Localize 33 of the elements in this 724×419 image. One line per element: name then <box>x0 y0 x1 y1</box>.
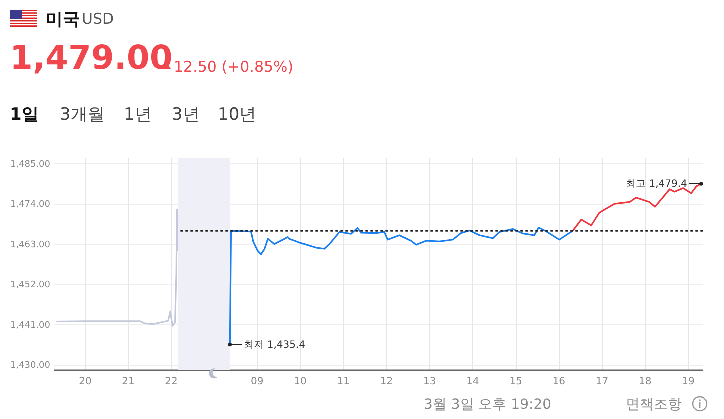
x-tick-label: 17 <box>596 376 609 388</box>
text: 3개월 <box>60 104 105 126</box>
text: 3월 3일 오후 19:20 <box>424 396 552 414</box>
text: 3년 <box>172 104 200 126</box>
x-tick-label: 11 <box>338 376 350 388</box>
x-tick-label: 13 <box>424 376 437 388</box>
x-tick-label: 14 <box>466 376 480 388</box>
text: 1,479.00 <box>10 38 173 77</box>
y-tick-label: 1,485.00 <box>10 160 51 170</box>
chart-subtitle: USD <box>82 10 114 28</box>
text: 1일 <box>10 104 39 126</box>
text: 면책조항 <box>626 396 682 414</box>
x-tick-label: 15 <box>510 376 523 388</box>
x-tick-label: 12 <box>380 376 394 388</box>
y-tick-label: 1,474.00 <box>10 200 51 210</box>
x-tick-label: 22 <box>165 376 178 388</box>
x-tick-label: 16 <box>553 376 566 388</box>
chart-title: 미국 <box>46 9 80 31</box>
x-tick-label: 09 <box>251 376 264 388</box>
text: 1년 <box>124 104 152 126</box>
annotation: 최고 1,479.4 <box>626 178 688 190</box>
text: 10년 <box>218 104 257 126</box>
text: 12.50 (+0.85%) <box>174 58 294 76</box>
annotation: 최저 1,435.4 <box>244 340 306 351</box>
x-tick-label: 18 <box>639 376 652 388</box>
y-tick-label: 1,441.00 <box>10 320 51 331</box>
x-tick-label: 20 <box>79 376 92 388</box>
y-tick-label: 1,463.00 <box>10 240 51 250</box>
x-tick-label: 21 <box>122 376 135 388</box>
x-tick-label: 10 <box>294 376 308 388</box>
x-tick-label: 19 <box>682 376 696 388</box>
y-tick-label: 1,430.00 <box>10 361 51 372</box>
y-tick-label: 1,452.00 <box>10 280 51 291</box>
